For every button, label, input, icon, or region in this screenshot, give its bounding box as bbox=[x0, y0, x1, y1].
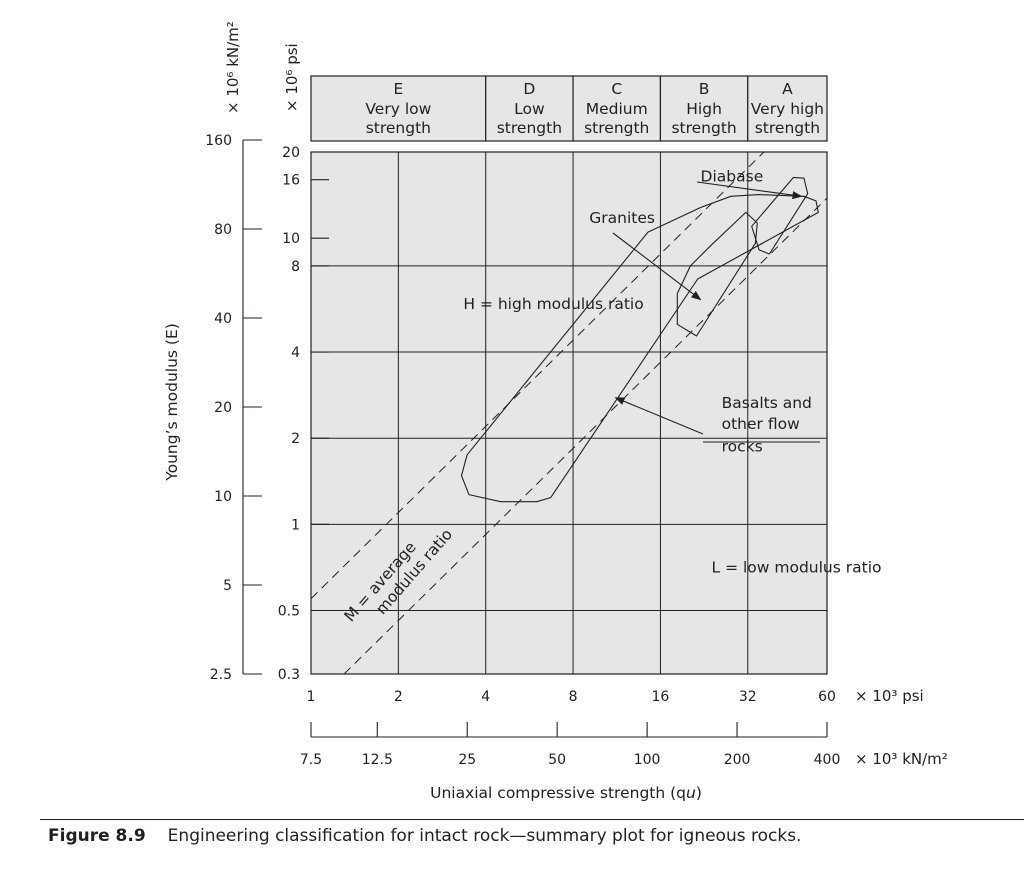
modulus-ratio-line-lower bbox=[343, 197, 827, 674]
band-line1-c: Medium bbox=[586, 100, 648, 118]
y-secondary-tick-label-2: 10 bbox=[214, 489, 232, 505]
y-tick-label-0-3: 0.3 bbox=[278, 667, 300, 683]
y-tick-label-0-5: 0.5 bbox=[278, 604, 300, 620]
y-axis-label: Young’s modulus (E) bbox=[163, 323, 181, 482]
band-letter-b: B bbox=[699, 80, 710, 98]
x-tick-label-1: 1 bbox=[307, 689, 316, 705]
grid bbox=[311, 152, 827, 674]
band-letter-d: D bbox=[523, 80, 535, 98]
x-tick-label-16: 16 bbox=[652, 689, 670, 705]
annotation-l-low-modulus-ratio: L = low modulus ratio bbox=[712, 558, 882, 576]
y-tick-label-16: 16 bbox=[282, 173, 300, 189]
y-tick-label-1: 1 bbox=[291, 517, 300, 533]
x-secondary-tick-label-3: 50 bbox=[548, 752, 566, 768]
y-axis-unit: × 10⁶ psi bbox=[283, 43, 301, 112]
region-basalts bbox=[460, 194, 819, 503]
annotation-h-high-modulus-ratio: H = high modulus ratio bbox=[463, 295, 643, 313]
modulus-ratio-line-upper bbox=[311, 152, 765, 600]
y-tick-label-4: 4 bbox=[291, 345, 300, 361]
x-tick-label-4: 4 bbox=[481, 689, 490, 705]
y-tick-label-20: 20 bbox=[282, 145, 300, 161]
x-tick-label-8: 8 bbox=[569, 689, 578, 705]
caption-rule bbox=[40, 819, 1024, 820]
axes: 1 2 4 8 16 32 60 7.5 12.5 25 50 100 200 400 0.3 0.5 1 2 4 8… bbox=[205, 133, 840, 768]
annotation-diabase-arrow bbox=[696, 181, 803, 200]
series bbox=[311, 152, 827, 674]
region-diabase bbox=[751, 176, 809, 255]
caption-number: Figure 8.9 bbox=[48, 826, 146, 846]
x-axis-secondary-unit: × 10³ kN/m² bbox=[855, 750, 948, 768]
band-line2-d: strength bbox=[497, 119, 562, 137]
series-clip-group bbox=[311, 152, 827, 674]
annotation-granites: Granites bbox=[589, 209, 655, 227]
annotation-diabase: Diabase bbox=[701, 167, 764, 185]
x-axis-unit: × 10³ psi bbox=[855, 687, 924, 705]
axis-labels: Uniaxial compressive strength (qu) Young… bbox=[163, 21, 948, 802]
y-secondary-tick-label-1: 5 bbox=[223, 578, 232, 594]
x-axis-label: Uniaxial compressive strength (qu) bbox=[430, 784, 702, 802]
annotation-rocks: rocks bbox=[722, 437, 763, 455]
band-box-e bbox=[310, 75, 487, 142]
band-line2-e: strength bbox=[366, 119, 431, 137]
band-line1-d: Low bbox=[514, 100, 545, 118]
band-line2-b: strength bbox=[671, 119, 736, 137]
figure-caption: Figure 8.9 Engineering classification for… bbox=[48, 826, 1008, 846]
y-axis-secondary-unit: × 10⁶ kN/m² bbox=[224, 21, 242, 114]
annotation-granites-arrow bbox=[612, 232, 702, 301]
y-secondary-tick-label-6: 160 bbox=[205, 133, 232, 149]
plot-area bbox=[310, 151, 828, 675]
y-secondary-tick-label-3: 20 bbox=[214, 400, 232, 416]
y-secondary-tick-label-0: 2.5 bbox=[210, 667, 232, 683]
band-letter-a: A bbox=[782, 80, 793, 98]
band-letter-e: E bbox=[393, 80, 403, 98]
y-secondary-tick-label-5: 80 bbox=[214, 222, 232, 238]
band-line1-e: Very low bbox=[365, 100, 431, 118]
y-tick-label-2: 2 bbox=[291, 431, 300, 447]
y-tick-label-8: 8 bbox=[291, 259, 300, 275]
basalt-arrow bbox=[614, 397, 704, 435]
x-secondary-tick-label-2: 25 bbox=[458, 752, 476, 768]
band-box-d bbox=[485, 75, 574, 142]
annotation-other-flow: other flow bbox=[722, 415, 800, 433]
x-secondary-tick-label-6: 400 bbox=[814, 752, 841, 768]
x-tick-label-60: 60 bbox=[818, 689, 836, 705]
band-line2-c: strength bbox=[584, 119, 649, 137]
band-line1-a: Very high bbox=[751, 100, 824, 118]
band-letter-c: C bbox=[611, 80, 622, 98]
x-tick-label-32: 32 bbox=[739, 689, 757, 705]
x-tick-label-2: 2 bbox=[394, 689, 403, 705]
band-box-a bbox=[747, 75, 828, 142]
y-secondary-tick-label-4: 40 bbox=[214, 311, 232, 327]
x-secondary-tick-label-1: 12.5 bbox=[362, 752, 393, 768]
band-box-c bbox=[572, 75, 662, 142]
band-line2-a: strength bbox=[755, 119, 820, 137]
x-secondary-tick-label-0: 7.5 bbox=[300, 752, 322, 768]
y-tick-label-10: 10 bbox=[282, 231, 300, 247]
annotation-basalts-and: Basalts and bbox=[722, 394, 812, 412]
x-secondary-tick-label-5: 200 bbox=[724, 752, 751, 768]
region-granites bbox=[676, 211, 758, 337]
x-secondary-tick-label-4: 100 bbox=[634, 752, 661, 768]
band-line1-b: High bbox=[686, 100, 722, 118]
caption-text: Engineering classification for intact ro… bbox=[167, 826, 802, 846]
